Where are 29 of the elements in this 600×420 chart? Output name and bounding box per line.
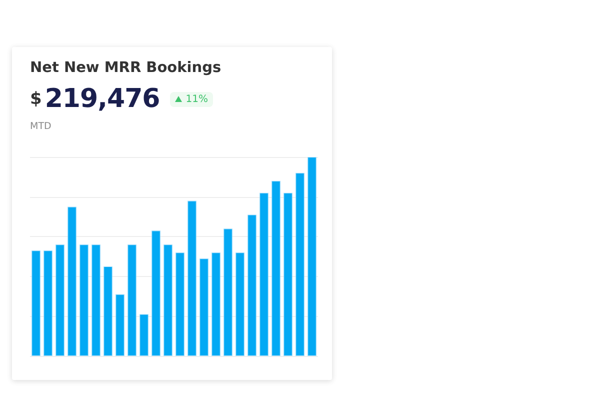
- bar: [32, 250, 40, 356]
- bar: [212, 252, 220, 356]
- text: $: [30, 89, 42, 109]
- bar: [224, 228, 232, 356]
- bar: [56, 244, 64, 356]
- bar: [116, 294, 124, 356]
- text: 11%: [186, 94, 208, 104]
- bar: [128, 244, 136, 356]
- bar: [176, 252, 184, 356]
- text: MTD: [30, 121, 52, 132]
- bar: [188, 200, 196, 356]
- bar: [236, 252, 244, 356]
- bar: [248, 214, 256, 356]
- text: 219,476: [44, 84, 160, 114]
- chart-title: Net New MRR Bookings: [30, 60, 222, 76]
- bar: [104, 266, 112, 356]
- bar: [80, 244, 88, 356]
- bar: [284, 192, 292, 356]
- bar: [68, 206, 76, 356]
- bar: [272, 180, 280, 356]
- bar: [92, 244, 100, 356]
- bar: [308, 157, 316, 356]
- bar: [164, 244, 172, 356]
- bar: [152, 230, 160, 356]
- bar: [140, 314, 148, 356]
- bar: [44, 250, 52, 356]
- bar: [296, 172, 304, 356]
- bar: [260, 192, 268, 356]
- bar: [200, 258, 208, 356]
